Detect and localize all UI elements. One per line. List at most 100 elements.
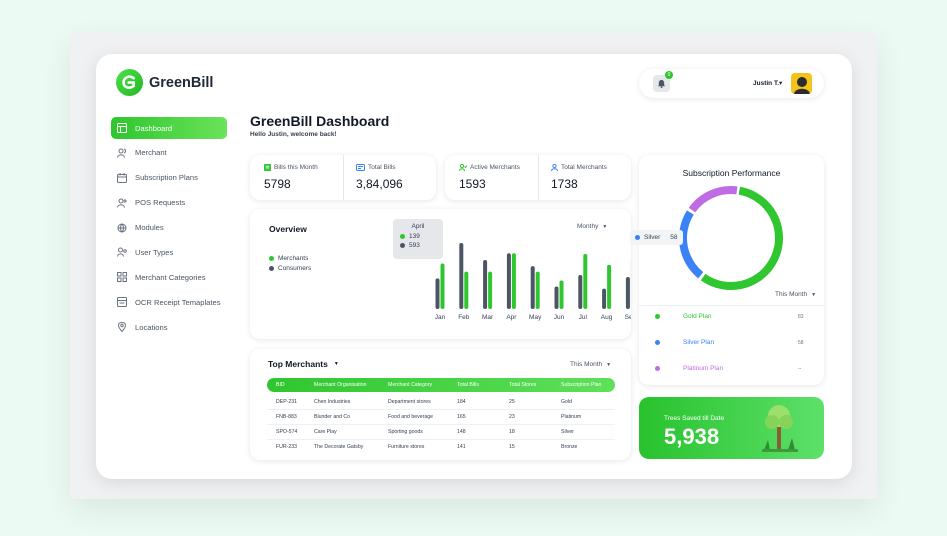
column-header[interactable]: Total Stores	[509, 382, 537, 388]
merchants-stats-card: Active Merchants 1593 Total Merchants 17…	[445, 155, 631, 200]
silver-tag: Silver 58	[630, 230, 683, 245]
table-cell: Food and beverage	[388, 414, 433, 420]
subscription-donut-chart	[675, 182, 786, 293]
column-header[interactable]: Total Bills	[457, 382, 479, 388]
table-cell: Gold	[561, 399, 572, 405]
receipt-icon	[117, 297, 127, 308]
subscription-title: Subscription Performance	[682, 168, 781, 178]
donut-slice-gold-plan[interactable]	[675, 182, 786, 293]
brand-logo[interactable]: GreenBill	[116, 69, 213, 96]
user-menu[interactable]: Justin T.▾	[753, 80, 783, 87]
sidebar-item-label: User Types	[135, 247, 174, 257]
table-row[interactable]: SPO-574 Care Play Sporting goods 148 18 Silve…	[267, 425, 615, 439]
consumers-dot-icon	[269, 266, 274, 271]
x-tick-label: Sep	[625, 314, 631, 321]
x-tick-label: Aug	[601, 314, 613, 321]
trees-saved-label: Trees Saved till Date	[664, 415, 725, 422]
plan-value: --	[798, 365, 802, 372]
tooltip-consumers-value: 593	[409, 242, 420, 249]
x-tick-label: Mar	[482, 314, 494, 321]
stat-divider	[538, 155, 539, 200]
sidebar-item-user-types[interactable]: User Types	[111, 241, 227, 263]
table-row[interactable]: FNB-883 Blunder and Co Food and beverage 16…	[267, 410, 615, 424]
bar-consumers-mar[interactable]	[483, 260, 488, 309]
sidebar-item-merchant[interactable]: Merchant	[111, 142, 227, 164]
active-merchants-stat: Active Merchants 1593	[459, 164, 520, 191]
table-cell: 18	[509, 429, 515, 435]
donut-slice-silver-plan[interactable]	[675, 182, 786, 293]
bell-icon	[657, 79, 666, 88]
bills-stats-card: Bills this Month 5798 Total Bills 3,84,0…	[250, 155, 436, 200]
silver-tag-label: Silver	[644, 234, 661, 241]
x-tick-label: Apr	[506, 314, 517, 321]
sidebar-item-locations[interactable]: Locations	[111, 316, 227, 338]
plan-dot-icon	[655, 366, 660, 371]
table-cell: FNB-883	[276, 414, 297, 420]
plan-row[interactable]: Silver Plan 58	[655, 339, 815, 346]
column-header[interactable]: BID	[276, 382, 285, 388]
bar-merchants-mar[interactable]	[488, 271, 493, 309]
bar-merchants-jun[interactable]	[559, 280, 564, 309]
x-tick-label: Jan	[435, 314, 446, 321]
sidebar-item-label: Modules	[135, 223, 164, 233]
chart-legend: Merchants Consumers	[269, 255, 311, 275]
sidebar-item-modules[interactable]: Modules	[111, 217, 227, 239]
bar-consumers-jan[interactable]	[435, 278, 440, 309]
column-header[interactable]: Merchant Category	[388, 382, 433, 388]
overview-period-label: Monthy	[577, 223, 599, 230]
table-row[interactable]: DEP-231 Chen Industries Department stores 1…	[267, 395, 615, 409]
table-cell: Bronze	[561, 444, 578, 450]
overview-period-select[interactable]: Monthy ▼	[577, 223, 607, 230]
bar-consumers-feb[interactable]	[459, 243, 464, 309]
total-bills-stat: Total Bills 3,84,096	[356, 164, 403, 191]
sidebar-item-ocr-receipt-temaplates[interactable]: OCR Receipt Temaplates	[111, 291, 227, 313]
sidebar-item-subscription-plans[interactable]: Subscription Plans	[111, 167, 227, 189]
bar-merchants-jan[interactable]	[440, 263, 445, 309]
table-cell: Furniture stores	[388, 444, 425, 450]
bar-consumers-jun[interactable]	[554, 286, 559, 309]
donut-slice-platinum-plan[interactable]	[675, 182, 786, 293]
row-divider	[267, 424, 615, 425]
bar-merchants-jul[interactable]	[583, 253, 588, 309]
bar-consumers-sep[interactable]	[625, 277, 630, 309]
chevron-down-icon: ▼	[811, 291, 817, 298]
top-merchants-period-select[interactable]: This Month ▼	[570, 361, 611, 368]
sidebar-item-merchant-categories[interactable]: Merchant Categories	[111, 266, 227, 288]
greenbill-logo-icon	[116, 69, 143, 96]
bar-consumers-jul[interactable]	[578, 275, 583, 309]
bar-merchants-may[interactable]	[535, 271, 540, 309]
sidebar-item-label: Dashboard	[135, 123, 173, 133]
avatar[interactable]	[791, 73, 812, 94]
table-cell: 25	[509, 399, 515, 405]
table-cell: FUR-233	[276, 444, 298, 450]
bar-merchants-feb[interactable]	[464, 271, 469, 309]
subscription-period-select[interactable]: This Month ▼	[775, 291, 816, 298]
sidebar-item-dashboard[interactable]: Dashboard	[111, 117, 227, 139]
bills-this-month-stat: Bills this Month 5798	[264, 164, 318, 191]
table-row[interactable]: FUR-233 The Decorate Gatsby Furniture stor…	[267, 440, 615, 454]
tooltip-month: April	[411, 223, 425, 230]
plan-row[interactable]: Gold Plan 83	[655, 313, 815, 320]
silver-dot-icon	[635, 235, 640, 240]
chevron-down-icon: ▼	[602, 223, 608, 230]
plan-row[interactable]: Platinum Plan --	[655, 365, 815, 372]
bar-merchants-aug[interactable]	[607, 264, 612, 309]
tooltip-merchants-value: 139	[409, 233, 420, 240]
bills-this-month-label: Bills this Month	[274, 164, 318, 171]
top-merchants-title[interactable]: Top Merchants ▼	[268, 359, 339, 369]
bar-consumers-may[interactable]	[530, 266, 535, 309]
trees-saved-card: Trees Saved till Date 5,938	[639, 397, 824, 459]
table-cell: Platinum	[561, 414, 582, 420]
bar-merchants-apr[interactable]	[511, 253, 516, 309]
sidebar-item-label: Merchant Categories	[135, 272, 206, 282]
table-cell: Care Play	[314, 429, 337, 435]
column-header[interactable]: Merchant Organisation	[314, 382, 367, 388]
bar-consumers-aug[interactable]	[602, 288, 607, 309]
bar-consumers-apr[interactable]	[506, 253, 511, 309]
column-header[interactable]: Subscription Plan	[561, 382, 602, 388]
total-merchants-stat: Total Merchants 1738	[551, 164, 607, 191]
sidebar-item-pos-requests[interactable]: POS Requests	[111, 192, 227, 214]
legend-merchants: Merchants	[269, 255, 311, 262]
notification-button[interactable]: 0	[653, 71, 673, 92]
table-cell: Sporting goods	[388, 429, 423, 435]
